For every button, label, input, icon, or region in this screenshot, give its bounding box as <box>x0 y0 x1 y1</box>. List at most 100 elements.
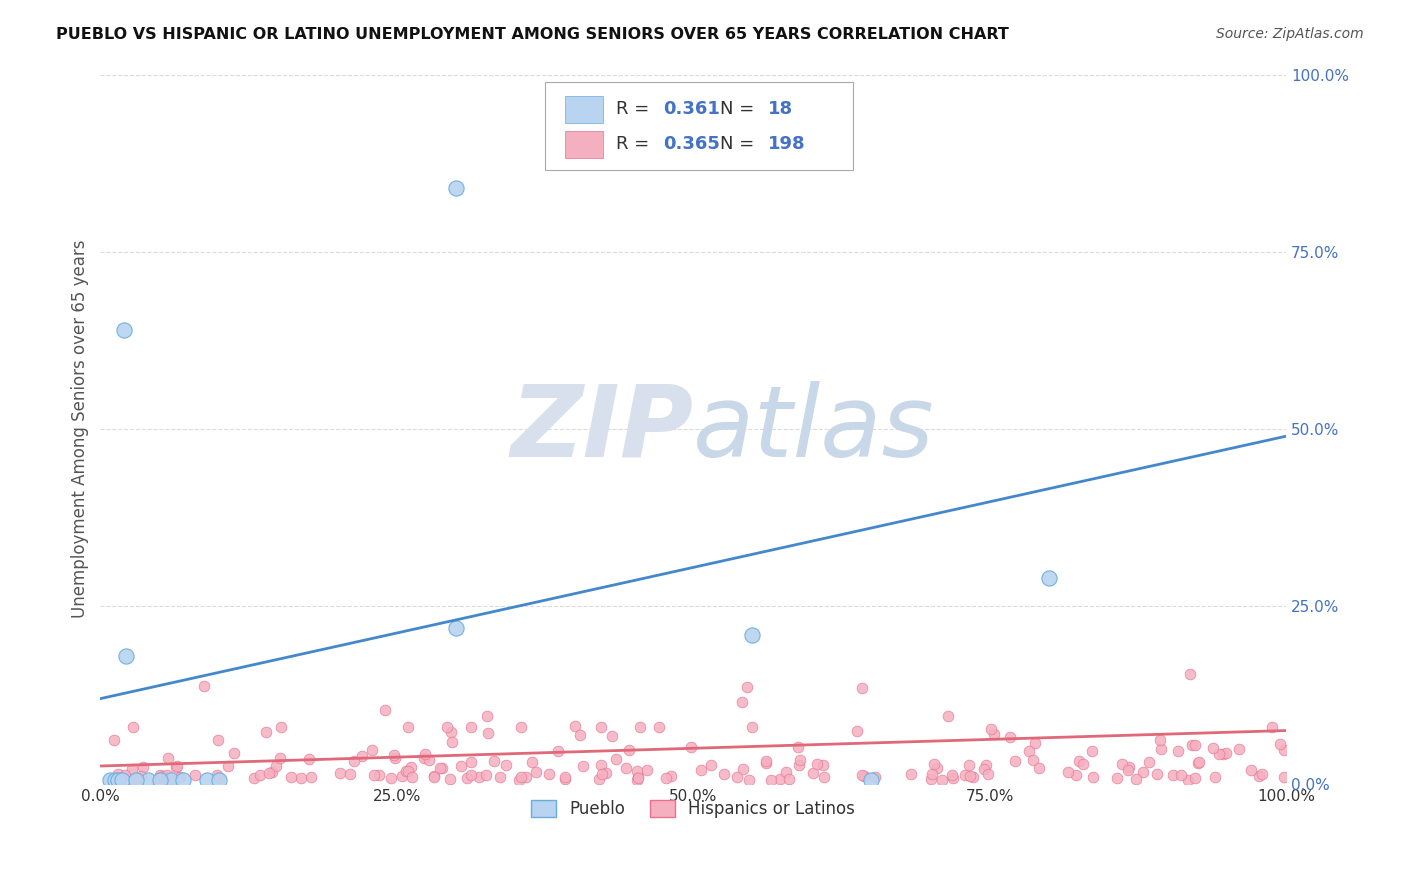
Point <box>957 758 980 772</box>
Point <box>1132 764 1154 779</box>
Text: Source: ZipAtlas.com: Source: ZipAtlas.com <box>1216 27 1364 41</box>
Point <box>343 754 366 768</box>
Point <box>384 750 406 764</box>
Point <box>1247 768 1270 782</box>
Text: N =: N = <box>720 135 761 153</box>
Point <box>489 770 512 784</box>
Point <box>260 764 283 779</box>
Point <box>440 735 463 749</box>
Point <box>418 753 440 767</box>
Point <box>193 679 215 693</box>
Point <box>280 770 302 784</box>
Point <box>396 764 419 778</box>
Point <box>440 724 463 739</box>
Point <box>617 743 640 757</box>
Point <box>1184 739 1206 753</box>
Point <box>290 772 312 786</box>
Point <box>941 767 963 781</box>
Point <box>936 709 959 723</box>
Point <box>115 649 138 664</box>
Point <box>460 755 482 769</box>
Point <box>925 761 948 775</box>
Point <box>977 767 1000 781</box>
Point <box>1105 771 1128 785</box>
Point <box>217 759 239 773</box>
Point <box>591 766 613 780</box>
Point <box>125 773 148 788</box>
Point <box>156 768 179 782</box>
Point <box>655 771 678 785</box>
Point <box>1018 744 1040 758</box>
Point <box>125 772 148 786</box>
Point <box>165 759 187 773</box>
Point <box>1268 737 1291 751</box>
Point <box>1240 764 1263 778</box>
Point <box>1188 756 1211 770</box>
Point <box>166 759 188 773</box>
Point <box>1272 743 1295 757</box>
Point <box>254 725 277 739</box>
Point <box>689 763 711 777</box>
Point <box>731 762 754 776</box>
Point <box>853 769 876 783</box>
Bar <box>565 131 603 158</box>
Point <box>554 772 576 786</box>
Point <box>636 763 658 777</box>
Point <box>1161 768 1184 782</box>
Point <box>806 756 828 771</box>
Point <box>111 773 134 788</box>
Point <box>569 728 592 742</box>
Point <box>160 772 183 787</box>
Point <box>391 769 413 783</box>
Point <box>1184 771 1206 785</box>
Point <box>152 769 174 783</box>
Point <box>1261 720 1284 734</box>
Point <box>413 747 436 761</box>
Point <box>1202 741 1225 756</box>
Point <box>468 770 491 784</box>
Point <box>1071 756 1094 771</box>
Y-axis label: Unemployment Among Seniors over 65 years: Unemployment Among Seniors over 65 years <box>72 240 89 618</box>
Point <box>436 720 458 734</box>
Point <box>298 752 321 766</box>
Point <box>1272 770 1295 784</box>
Point <box>737 772 759 787</box>
Point <box>1178 666 1201 681</box>
Point <box>962 770 984 784</box>
Point <box>755 756 778 770</box>
Point <box>1116 763 1139 777</box>
Point <box>1208 747 1230 761</box>
Point <box>813 770 835 784</box>
Point <box>801 765 824 780</box>
Point <box>627 770 650 784</box>
Point <box>515 771 537 785</box>
Point <box>1081 744 1104 758</box>
Text: 0.365: 0.365 <box>664 135 720 153</box>
Point <box>259 766 281 780</box>
Point <box>591 757 613 772</box>
Point <box>114 768 136 782</box>
Point <box>1024 736 1046 750</box>
Point <box>851 768 873 782</box>
Point <box>1022 753 1045 767</box>
Point <box>460 767 482 781</box>
Point <box>920 772 942 787</box>
Point <box>851 681 873 695</box>
Point <box>509 771 531 785</box>
Point <box>129 769 152 783</box>
Point <box>374 703 396 717</box>
Point <box>628 720 651 734</box>
Point <box>172 773 194 788</box>
Point <box>1170 768 1192 782</box>
Point <box>103 773 125 788</box>
Point <box>208 771 231 785</box>
Point <box>477 726 499 740</box>
Point <box>460 720 482 734</box>
Point <box>554 770 576 784</box>
Point <box>456 771 478 785</box>
Point <box>614 761 637 775</box>
Point <box>1146 767 1168 781</box>
Point <box>107 766 129 780</box>
Point <box>1181 739 1204 753</box>
Point <box>731 695 754 709</box>
